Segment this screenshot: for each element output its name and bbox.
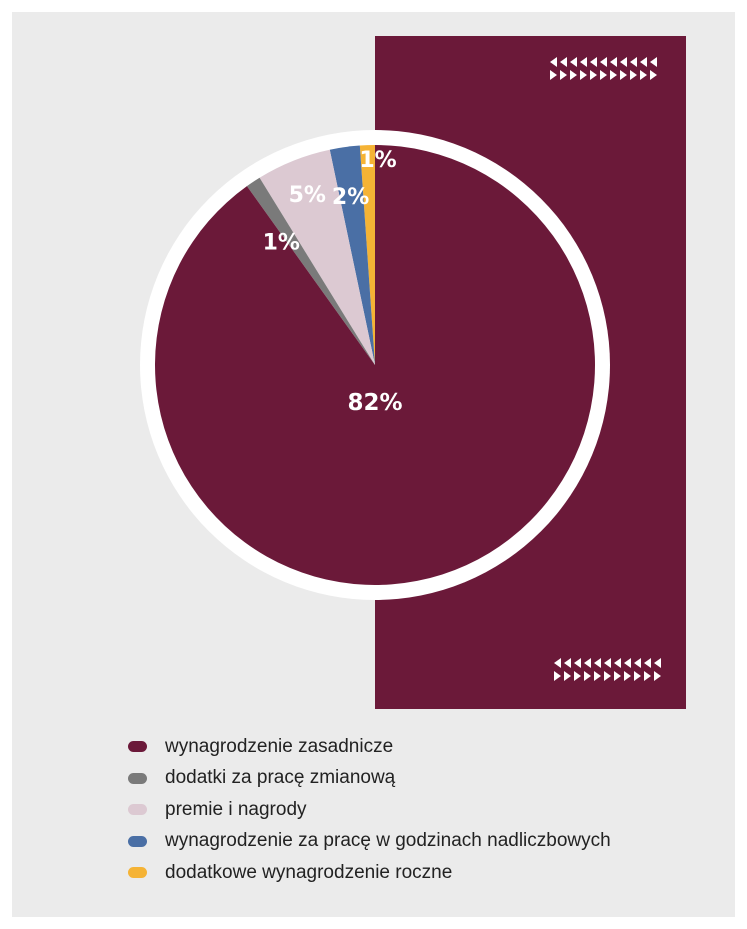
chevron-left-icon — [640, 57, 647, 67]
legend-item: dodatki za pracę zmianową — [128, 763, 611, 795]
chevron-right-icon — [580, 70, 587, 80]
legend-swatch — [128, 772, 147, 784]
legend-item: wynagrodzenie zasadnicze — [128, 731, 611, 763]
legend-item: dodatkowe wynagrodzenie roczne — [128, 857, 611, 889]
chevron-right-icon — [644, 671, 651, 681]
data-label: 82% — [347, 390, 402, 416]
chevron-left-icon — [594, 658, 601, 668]
legend-swatch — [128, 867, 147, 879]
chevron-left-icon — [634, 658, 641, 668]
chevron-right-icon — [584, 671, 591, 681]
chevron-left-icon — [564, 658, 571, 668]
pie-slice — [259, 149, 375, 365]
chevron-left-icon — [644, 658, 651, 668]
chevron-left-icon — [614, 658, 621, 668]
chevron-right-icon — [640, 70, 647, 80]
data-label: 5% — [289, 183, 326, 208]
data-label: 1% — [263, 231, 300, 256]
chevron-left-icon — [590, 57, 597, 67]
pie-slice — [154, 145, 595, 586]
chevron-right-icon — [624, 671, 631, 681]
legend-label: wynagrodzenie za pracę w godzinach nadli… — [165, 830, 611, 852]
chevron-pattern-icon — [553, 657, 663, 683]
legend-swatch — [128, 804, 147, 816]
chevron-left-icon — [580, 57, 587, 67]
chevron-right-icon — [564, 671, 571, 681]
chevron-right-icon — [600, 70, 607, 80]
chevron-left-icon — [574, 658, 581, 668]
pie-slice — [359, 145, 375, 365]
legend-swatch — [128, 741, 147, 753]
chevron-left-icon — [604, 658, 611, 668]
chevron-right-icon — [654, 671, 661, 681]
legend-swatch — [128, 835, 147, 847]
chevron-left-icon — [560, 57, 567, 67]
chevron-left-icon — [554, 658, 561, 668]
pie-slice — [246, 177, 375, 365]
chevron-right-icon — [634, 671, 641, 681]
chevron-left-icon — [600, 57, 607, 67]
chevron-left-icon — [624, 658, 631, 668]
chevron-left-icon — [630, 57, 637, 67]
chevron-left-icon — [570, 57, 577, 67]
pie-slice — [329, 145, 375, 365]
chevron-right-icon — [650, 70, 657, 80]
chevron-left-icon — [620, 57, 627, 67]
chevron-left-icon — [610, 57, 617, 67]
chevron-left-icon — [654, 658, 661, 668]
chevron-right-icon — [614, 671, 621, 681]
chevron-pattern-icon — [549, 56, 659, 82]
chevron-left-icon — [550, 57, 557, 67]
chevron-right-icon — [570, 70, 577, 80]
chevron-right-icon — [610, 70, 617, 80]
chevron-right-icon — [550, 70, 557, 80]
legend-label: premie i nagrody — [165, 798, 307, 820]
chevron-right-icon — [620, 70, 627, 80]
legend-label: dodatki za pracę zmianową — [165, 767, 396, 789]
chevron-right-icon — [594, 671, 601, 681]
chevron-left-icon — [584, 658, 591, 668]
chevron-right-icon — [554, 671, 561, 681]
chevron-left-icon — [650, 57, 657, 67]
chevron-right-icon — [604, 671, 611, 681]
chevron-right-icon — [590, 70, 597, 80]
legend: wynagrodzenie zasadnicze dodatki za pracę… — [128, 731, 611, 889]
chevron-right-icon — [630, 70, 637, 80]
legend-item: premie i nagrody — [128, 794, 611, 826]
legend-label: dodatkowe wynagrodzenie roczne — [165, 861, 453, 883]
data-label: 2% — [332, 185, 369, 210]
pie-chart: 82% 1% 5% 2% 1% — [140, 130, 610, 600]
legend-label: wynagrodzenie zasadnicze — [165, 735, 394, 757]
chevron-right-icon — [560, 70, 567, 80]
legend-item: wynagrodzenie za pracę w godzinach nadli… — [128, 826, 611, 858]
chevron-right-icon — [574, 671, 581, 681]
data-label: 1% — [359, 148, 396, 173]
